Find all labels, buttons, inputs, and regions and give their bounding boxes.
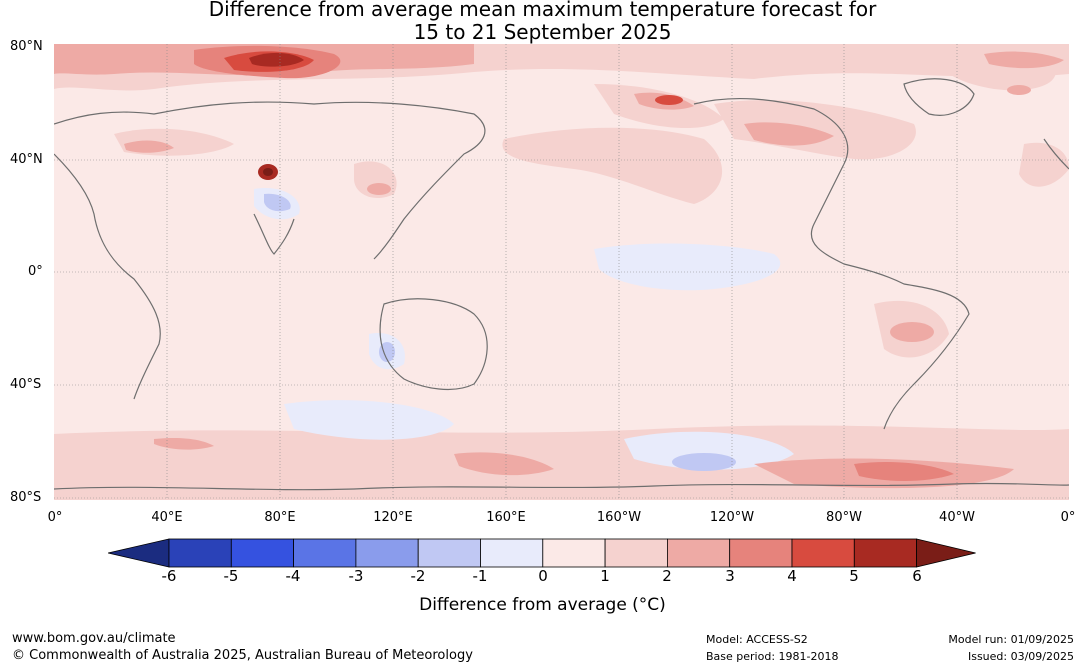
lon-label-160e: 160°E [486, 510, 526, 525]
lon-label-120e: 120°E [373, 510, 413, 525]
map-title-line2: 15 to 21 September 2025 [413, 20, 672, 44]
colorbar-cell-12 [853, 538, 917, 568]
colorbar-tick-6: 6 [912, 567, 922, 585]
colorbar-cell-2 [230, 538, 295, 568]
colorbar-extend-low [108, 538, 170, 568]
colorbar-tick-neg3: -3 [348, 567, 364, 585]
footer-issued: Issued: 03/09/2025 [967, 650, 1074, 663]
lon-label-160w: 160°W [596, 510, 642, 525]
colorbar-tick-neg4: -4 [285, 567, 301, 585]
lon-label-80e: 80°E [264, 510, 296, 525]
colorbar-tick-2: 2 [662, 567, 672, 585]
lon-label-0: 0° [47, 510, 63, 525]
colorbar-cell-8 [604, 538, 668, 568]
colorbar-tick-neg5: -5 [223, 567, 239, 585]
colorbar-tick-5: 5 [849, 567, 859, 585]
lat-label-40n: 40°N [10, 152, 43, 167]
lat-label-40s: 40°S [10, 377, 42, 392]
footer-model: Model: ACCESS-S2 [706, 633, 808, 646]
colorbar-cell-9 [667, 538, 731, 568]
colorbar-extend-high [916, 538, 976, 568]
colorbar-cell-6 [480, 538, 544, 568]
colorbar-tick-1: 1 [600, 567, 610, 585]
colorbar-cell-4 [355, 538, 419, 568]
lat-label-80s: 80°S [10, 490, 42, 505]
lat-label-equator: 0° [28, 264, 43, 279]
lon-label-360: 0° [1060, 510, 1076, 525]
graticule [54, 44, 1069, 500]
lon-label-120w: 120°W [709, 510, 755, 525]
colorbar-tick-0: 0 [538, 567, 548, 585]
temperature-anomaly-map [54, 44, 1069, 500]
colorbar-cell-5 [417, 538, 481, 568]
colorbar-cell-3 [293, 538, 357, 568]
colorbar-cell-10 [729, 538, 793, 568]
footer-model-run: Model run: 01/09/2025 [948, 633, 1074, 646]
lon-label-80w: 80°W [826, 510, 862, 525]
lon-label-40w: 40°W [939, 510, 975, 525]
footer-base-period: Base period: 1981-2018 [706, 650, 839, 663]
colorbar-title: Difference from average (°C) [419, 595, 666, 615]
footer-copyright: © Commonwealth of Australia 2025, Austra… [12, 648, 473, 663]
colorbar-tick-3: 3 [725, 567, 735, 585]
coastlines [54, 78, 1069, 491]
colorbar-cell-7 [542, 538, 606, 568]
anomaly-fields [54, 44, 1069, 500]
colorbar-cell-1 [168, 538, 232, 568]
lat-label-80n: 80°N [10, 39, 43, 54]
colorbar [108, 538, 976, 568]
colorbar-tick-neg1: -1 [472, 567, 488, 585]
colorbar-tick-4: 4 [787, 567, 797, 585]
colorbar-tick-neg6: -6 [161, 567, 177, 585]
footer-url: www.bom.gov.au/climate [12, 631, 176, 646]
colorbar-cell-11 [791, 538, 855, 568]
colorbar-tick-neg2: -2 [410, 567, 426, 585]
colorbar-cells [108, 538, 976, 568]
map-title-line1: Difference from average mean maximum tem… [208, 0, 877, 21]
lon-label-40e: 40°E [151, 510, 183, 525]
